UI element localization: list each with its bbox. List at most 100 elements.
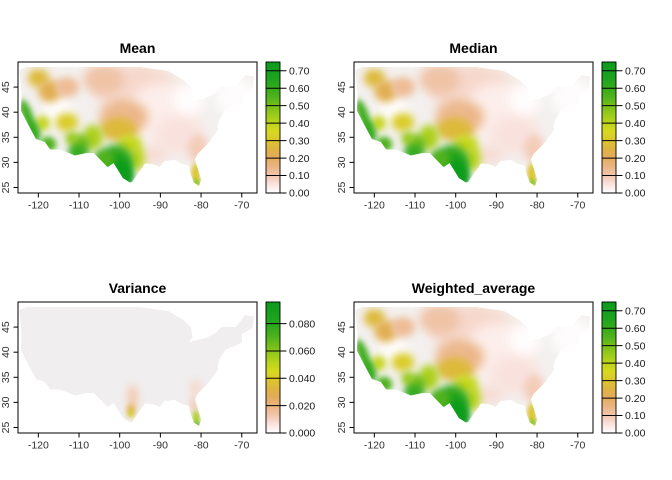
x-tick-label: -100 <box>109 200 130 212</box>
raster-hotspot <box>215 77 255 118</box>
raster-hotspot <box>478 144 503 165</box>
raster-hotspot <box>65 131 79 145</box>
y-tick-label: 45 <box>336 81 348 93</box>
raster-hotspot <box>404 144 425 161</box>
y-tick-label: 45 <box>0 81 12 93</box>
panel-title: Variance <box>109 280 167 296</box>
panel-weighted-average: Weighted_average -120 -110 -100 -90 -80 -70 45 4… <box>336 240 672 480</box>
raster-hotspot <box>142 144 167 165</box>
x-tick-label: -80 <box>529 200 544 212</box>
panel-canvas: Median -120 -110 -100 -90 -80 -70 45 40 35 30 25 0.0… <box>336 40 646 212</box>
color-scale-legend: 0.00 0.10 0.20 0.30 0.40 0.50 0.60 0.70 <box>265 61 310 200</box>
raster-hotspot <box>172 84 206 115</box>
x-tick-label: -70 <box>234 440 249 452</box>
legend-tick-label: 0.020 <box>289 400 315 412</box>
y-tick-label: 35 <box>0 131 12 143</box>
legend-tick-label: 0.20 <box>625 153 646 165</box>
legend-tick-label: 0.70 <box>625 305 646 317</box>
us-raster-map <box>355 67 591 186</box>
plot-border <box>17 301 258 434</box>
raster-hotspot <box>429 150 450 171</box>
x-tick-label: -120 <box>364 200 385 212</box>
x-axis: -120 -110 -100 -90 -80 -70 <box>28 433 249 452</box>
x-tick-label: -110 <box>69 440 89 452</box>
x-tick-label: -70 <box>570 440 585 452</box>
x-tick-label: -90 <box>489 200 504 212</box>
panel-title: Median <box>449 40 497 56</box>
y-axis: 45 40 35 30 25 <box>0 321 18 433</box>
raster-hotspot <box>119 169 133 186</box>
plot-border <box>17 61 258 194</box>
y-tick-label: 45 <box>0 321 12 333</box>
legend-tick-label: 0.70 <box>625 65 646 77</box>
y-axis: 45 40 35 30 25 <box>0 81 18 193</box>
raster-hotspot <box>371 115 386 131</box>
raster-hotspot <box>83 67 124 95</box>
legend-tick-label: 0.30 <box>625 375 646 387</box>
raster-hotspot <box>93 150 114 171</box>
raster-hotspot <box>455 169 469 186</box>
legend-tick-label: 0.50 <box>625 340 646 352</box>
x-tick-label: -70 <box>570 200 585 212</box>
color-scale-legend: 0.00 0.10 0.20 0.30 0.40 0.50 0.60 0.70 <box>601 301 646 440</box>
raster-hotspot <box>194 421 200 426</box>
raster-hotspot <box>55 113 79 132</box>
raster-hotspot <box>419 67 460 95</box>
raster-hotspot <box>508 84 542 115</box>
raster-hotspot <box>419 307 460 335</box>
legend-tick-label: 0.00 <box>289 188 310 200</box>
raster-hotspot <box>127 384 139 408</box>
x-tick-label: -80 <box>529 440 544 452</box>
y-tick-label: 35 <box>336 371 348 383</box>
legend-colorbar <box>601 61 617 194</box>
legend-tick-label: 0.40 <box>625 358 646 370</box>
y-tick-label: 35 <box>0 371 12 383</box>
y-tick-label: 25 <box>0 181 12 193</box>
legend-tick-label: 0.040 <box>289 373 315 385</box>
raster-hotspot <box>455 409 469 426</box>
legend-tick-label: 0.10 <box>625 170 646 182</box>
plot-border <box>353 61 594 194</box>
y-tick-label: 40 <box>0 106 12 118</box>
y-tick-label: 25 <box>336 181 348 193</box>
x-tick-label: -90 <box>153 200 168 212</box>
raster-hotspot <box>404 384 425 401</box>
x-tick-label: -70 <box>234 200 249 212</box>
raster-hotspot <box>528 418 537 426</box>
us-raster-map <box>19 67 255 186</box>
y-axis: 45 40 35 30 25 <box>336 81 354 193</box>
legend-colorbar <box>601 301 617 434</box>
panel-mean: Mean -120 -110 -100 -90 -80 -70 45 40 35 30 25 0.00 0… <box>0 0 336 240</box>
panel-canvas: Variance -120 -110 -100 -90 -80 -70 45 40 35 30 25 0… <box>0 280 315 452</box>
legend-tick-label: 0.20 <box>625 393 646 405</box>
us-raster-map <box>355 307 591 426</box>
raster-hotspot <box>551 77 591 118</box>
y-tick-label: 25 <box>0 421 12 433</box>
us-raster-map <box>19 307 255 426</box>
x-tick-label: -110 <box>405 440 425 452</box>
y-tick-label: 30 <box>0 396 12 408</box>
raster-hotspot <box>391 353 415 372</box>
y-tick-label: 45 <box>336 321 348 333</box>
raster-hotspot <box>401 371 415 385</box>
x-tick-label: -100 <box>445 440 466 452</box>
x-tick-label: -90 <box>153 440 168 452</box>
plot-border <box>353 301 594 434</box>
y-tick-label: 30 <box>336 156 348 168</box>
legend-tick-label: 0.20 <box>289 153 310 165</box>
raster-hotspot <box>68 144 89 161</box>
y-tick-label: 40 <box>0 346 12 358</box>
raster-hotspot <box>35 115 50 131</box>
panel-title: Mean <box>120 40 156 56</box>
panel-variance: Variance -120 -110 -100 -90 -80 -70 45 40 35 30 25 0… <box>0 240 336 480</box>
raster-hotspot <box>429 390 450 411</box>
raster-hotspot <box>187 134 208 163</box>
x-axis: -120 -110 -100 -90 -80 -70 <box>28 193 249 212</box>
legend-tick-label: 0.60 <box>625 323 646 335</box>
raster-hotspot <box>128 410 133 418</box>
panel-canvas: Mean-120 -110 -100 -90 -80 -7045403530250.000… <box>0 40 310 212</box>
x-tick-label: -120 <box>364 440 385 452</box>
y-tick-label: 40 <box>336 106 348 118</box>
panel-canvas: Weighted_average-120 -110 -100 -90 -80 -70454… <box>336 280 646 452</box>
y-tick-label: 35 <box>336 131 348 143</box>
